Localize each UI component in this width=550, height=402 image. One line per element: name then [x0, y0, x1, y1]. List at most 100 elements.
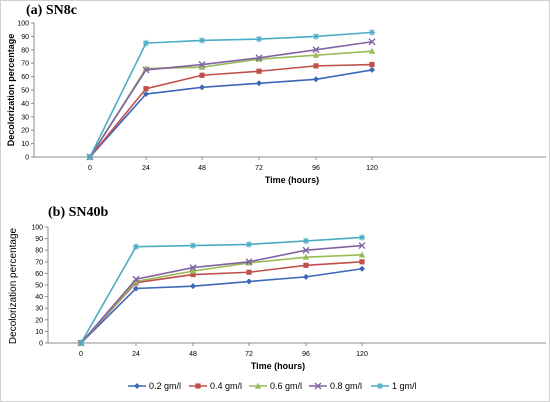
chart-b-y-tick-label: 30	[35, 306, 43, 313]
chart-a-series-3	[86, 38, 376, 161]
legend-item: 1 gm/l	[371, 381, 417, 391]
chart-a-y-tick-label: 50	[21, 88, 29, 95]
chart-a-x-tick-label: 0	[88, 165, 92, 172]
chart-b-y-tick-label: 100	[31, 225, 43, 232]
chart-b-data-point	[303, 262, 309, 268]
chart-b-data-point	[189, 264, 197, 272]
legend-label: 0.8 gm/l	[330, 381, 362, 391]
chart-a-series-line	[89, 63, 373, 158]
chart-a-y-tick-label: 40	[21, 101, 29, 108]
chart-b-y-tick-label: 60	[35, 271, 43, 278]
chart-b-y-tick-label: 50	[35, 283, 43, 290]
chart-b-y-axis-title: Decolorization percentage	[8, 227, 19, 344]
chart-a-axes	[33, 23, 546, 158]
chart-a-data-point	[199, 84, 205, 91]
chart-b-series-line	[80, 244, 363, 344]
chart-b-x-ticks: 0 24 48 72 96 120	[79, 343, 368, 358]
chart-b-data-point	[133, 285, 139, 292]
legend-item: 0.2 gm/l	[128, 381, 181, 391]
chart-a-series-line	[89, 40, 373, 158]
chart-a-series-4	[86, 29, 376, 161]
chart-b-data-point	[303, 273, 309, 280]
chart-b-data-point	[190, 283, 196, 290]
chart-a-y-tick-label: 30	[21, 114, 29, 121]
chart-panel-a: (a) SN8c Decolorization percentage Time …	[6, 3, 546, 185]
chart-b-y-tick-label: 40	[35, 294, 43, 301]
chart-a-y-tick-label: 20	[21, 128, 29, 135]
chart-b-series-2	[77, 251, 366, 346]
legend-swatch-marker	[134, 383, 140, 389]
chart-b-data-point	[302, 237, 310, 245]
chart-a-x-tick-label: 24	[142, 165, 150, 172]
legend-swatch-marker	[195, 383, 201, 389]
chart-a-data-point	[198, 63, 206, 70]
chart-a-data-point	[312, 51, 320, 58]
chart-b-series-line	[80, 267, 363, 344]
chart-a-series-line	[89, 50, 373, 158]
chart-a-data-point	[142, 66, 150, 74]
chart-b-data-point	[358, 251, 366, 258]
chart-b-title: (b) SN40b	[48, 205, 109, 220]
legend: 0.2 gm/l 0.4 gm/l 0.6 gm/l 0.8 gm/l 1 gm/l	[128, 381, 417, 391]
chart-b-data-point	[302, 253, 310, 260]
chart-b-data-point	[302, 246, 310, 254]
chart-b-data-point	[132, 278, 140, 285]
chart-a-data-point	[255, 54, 263, 62]
chart-b-data-point	[246, 269, 252, 275]
legend-label: 0.4 gm/l	[210, 381, 242, 391]
chart-a-data-point	[198, 61, 206, 69]
chart-a-data-point	[368, 47, 376, 54]
legend-item: 0.4 gm/l	[189, 381, 242, 391]
chart-b-series-line	[80, 261, 363, 344]
chart-b-y-tick-label: 80	[35, 248, 43, 255]
chart-b-data-point	[358, 242, 366, 250]
legend-swatch-marker	[314, 382, 322, 390]
chart-b-data-point	[77, 339, 85, 347]
chart-a-y-tick-label: 60	[21, 74, 29, 81]
chart-a-title: (a) SN8c	[26, 3, 77, 18]
chart-a-x-tick-label: 48	[198, 165, 206, 172]
chart-a-data-point	[368, 29, 376, 36]
chart-a-data-point	[86, 153, 94, 161]
chart-b-x-tick-label: 24	[132, 351, 140, 358]
chart-b-data-point	[358, 234, 366, 241]
chart-a-y-ticks: 0 10 20 30 40 50 60 70 80 90 100	[17, 21, 34, 162]
chart-b-x-tick-label: 48	[189, 351, 197, 358]
chart-a-data-point	[312, 33, 320, 40]
chart-a-y-tick-label: 0	[25, 155, 29, 162]
chart-a-series-2	[86, 47, 376, 160]
chart-a-x-tick-label: 72	[255, 165, 263, 172]
chart-b-x-tick-label: 0	[79, 351, 83, 358]
chart-a-data-point	[369, 66, 375, 73]
legend-label: 0.2 gm/l	[149, 381, 181, 391]
chart-a-data-point	[143, 86, 149, 92]
chart-b-data-point	[246, 278, 252, 285]
chart-b-y-tick-label: 20	[35, 317, 43, 324]
chart-a-series-line	[89, 31, 373, 158]
chart-b-data-point	[190, 271, 196, 278]
chart-a-y-axis-title: Decolorization percentage	[6, 34, 16, 147]
legend-item: 0.8 gm/l	[309, 381, 362, 391]
chart-a-series-line	[89, 69, 373, 158]
legend-swatch-marker	[254, 382, 262, 389]
chart-a-series	[86, 29, 376, 161]
chart-b-x-tick-label: 72	[245, 351, 253, 358]
chart-b-series-0	[78, 265, 365, 346]
chart-a-data-point	[312, 46, 320, 54]
chart-a-data-point	[313, 63, 319, 69]
chart-a-x-ticks: 0 24 48 72 96 120	[88, 157, 378, 172]
chart-a-data-point	[142, 39, 150, 47]
chart-a-data-point	[143, 91, 149, 98]
chart-a-y-tick-label: 100	[17, 21, 29, 28]
chart-b-data-point	[359, 265, 365, 272]
chart-a-data-point	[199, 72, 205, 78]
chart-b-data-point	[132, 243, 140, 250]
chart-a-data-point	[256, 68, 262, 74]
chart-b-series-3	[77, 242, 366, 347]
chart-b-x-tick-label: 96	[302, 351, 310, 358]
chart-panel-b: (b) SN40b Decolorization percentage Time…	[8, 205, 546, 371]
chart-b-series-4	[77, 234, 366, 347]
legend-item: 0.6 gm/l	[249, 381, 302, 391]
chart-b-y-ticks: 0 10 20 30 40 50 60 70 80 90 100	[31, 225, 48, 348]
